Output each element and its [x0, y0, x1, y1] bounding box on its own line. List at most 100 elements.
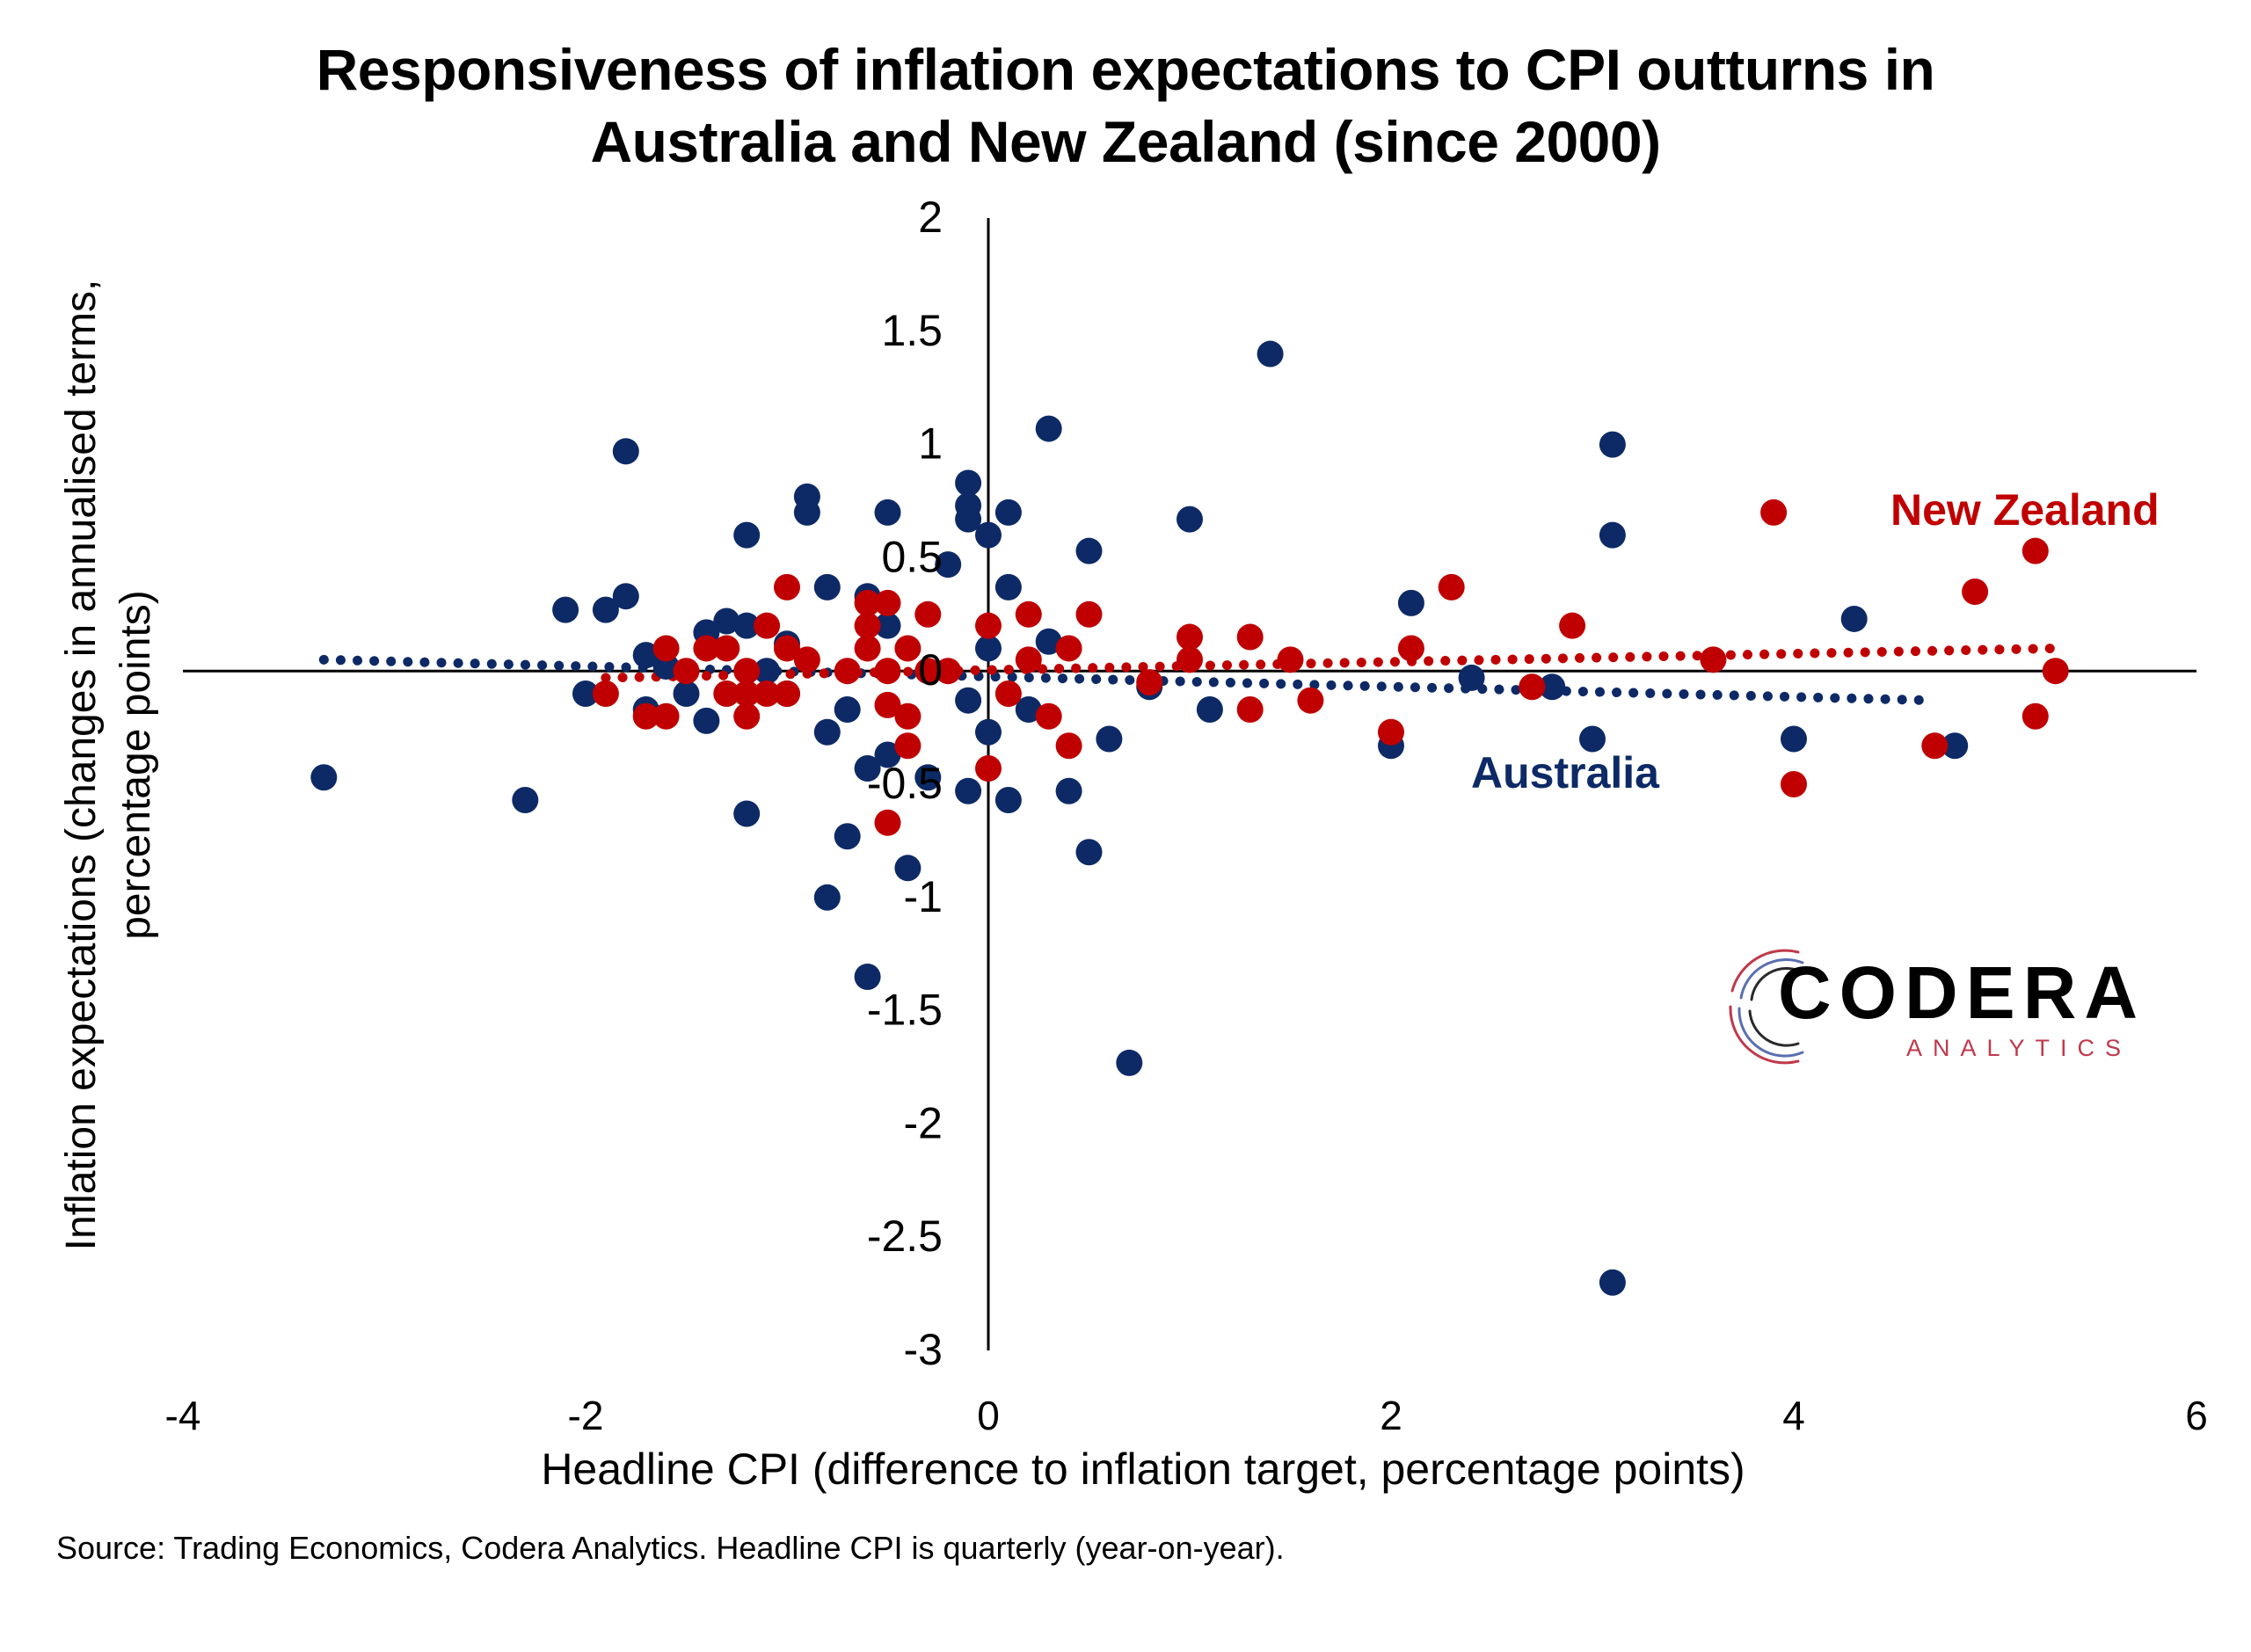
- point-australia: [935, 551, 962, 579]
- point-australia: [592, 596, 619, 623]
- point-new-zealand: [874, 589, 901, 616]
- point-australia: [1599, 521, 1626, 549]
- y-tick-label: 1.5: [881, 306, 943, 355]
- point-new-zealand: [914, 658, 942, 685]
- point-australia: [854, 754, 881, 782]
- point-new-zealand: [1236, 623, 1264, 651]
- x-axis-title: Headline CPI (difference to inflation ta…: [541, 1445, 1745, 1494]
- point-australia: [1257, 340, 1284, 368]
- point-australia: [994, 499, 1022, 526]
- point-new-zealand: [1962, 579, 1989, 606]
- point-new-zealand: [652, 702, 680, 730]
- annotation-australia: Australia: [1471, 748, 1660, 797]
- y-tick-label: -1.5: [867, 986, 943, 1035]
- point-australia: [1458, 664, 1485, 691]
- point-new-zealand: [1700, 646, 1727, 673]
- point-australia: [512, 787, 539, 814]
- x-tick-label: 4: [1782, 1393, 1805, 1438]
- point-australia: [612, 438, 639, 465]
- point-new-zealand: [1297, 687, 1324, 714]
- point-australia: [834, 823, 861, 850]
- point-australia: [975, 718, 1002, 746]
- point-new-zealand: [1277, 646, 1304, 673]
- point-australia: [733, 800, 761, 827]
- point-new-zealand: [652, 635, 680, 662]
- point-australia: [673, 680, 700, 707]
- trend-line-australia: [318, 654, 1940, 706]
- point-new-zealand: [2022, 537, 2049, 564]
- y-axis-title-line: Inflation expectations (changes in annua…: [58, 280, 105, 1251]
- logo-wordmark: CODERA: [1778, 951, 2146, 1034]
- point-new-zealand: [1760, 499, 1788, 526]
- y-axis-title-line: percentage points): [113, 590, 159, 940]
- point-new-zealand: [1035, 702, 1062, 730]
- point-australia: [994, 787, 1022, 814]
- x-tick-label: 2: [1380, 1393, 1402, 1438]
- point-australia: [994, 573, 1022, 600]
- y-tick-label: 1: [918, 419, 943, 469]
- y-tick-label: 0.5: [881, 532, 943, 581]
- point-new-zealand: [632, 702, 659, 730]
- point-australia: [1075, 839, 1103, 866]
- point-new-zealand: [994, 680, 1022, 707]
- point-australia: [652, 653, 680, 680]
- point-new-zealand: [1921, 732, 1949, 760]
- y-tick-label: 0: [918, 645, 943, 695]
- point-australia: [813, 718, 841, 746]
- y-tick-label: -0.5: [867, 759, 943, 808]
- point-australia: [1035, 628, 1062, 655]
- point-australia: [874, 612, 901, 639]
- point-new-zealand: [1781, 771, 1807, 797]
- point-new-zealand: [1136, 669, 1163, 696]
- point-australia: [552, 596, 579, 623]
- y-tick-label: -1: [904, 872, 943, 921]
- point-australia: [1397, 589, 1424, 616]
- point-new-zealand: [1015, 600, 1042, 628]
- point-australia: [754, 658, 781, 685]
- x-tick-label: -2: [568, 1393, 604, 1438]
- point-new-zealand: [713, 635, 740, 662]
- point-australia: [1579, 725, 1606, 753]
- point-australia: [1055, 777, 1082, 804]
- point-australia: [955, 777, 982, 804]
- point-australia: [310, 764, 338, 791]
- point-australia: [1599, 1269, 1626, 1296]
- point-australia: [1096, 725, 1123, 753]
- point-new-zealand: [713, 680, 740, 707]
- point-new-zealand: [1055, 635, 1082, 662]
- point-new-zealand: [673, 658, 700, 685]
- y-tick-label: -3: [904, 1325, 943, 1374]
- point-new-zealand: [854, 635, 881, 662]
- point-australia: [1176, 506, 1203, 533]
- point-australia: [1941, 732, 1969, 760]
- point-new-zealand: [1236, 695, 1264, 723]
- point-australia: [1015, 695, 1042, 723]
- point-new-zealand: [733, 658, 761, 685]
- y-axis-title: Inflation expectations (changes in annua…: [58, 280, 159, 1251]
- point-new-zealand: [854, 589, 881, 616]
- point-new-zealand: [733, 702, 761, 730]
- point-new-zealand: [733, 680, 761, 707]
- point-australia: [1539, 673, 1566, 701]
- point-australia: [854, 963, 881, 990]
- point-australia: [955, 469, 982, 497]
- point-australia: [693, 707, 720, 734]
- point-australia: [874, 741, 901, 768]
- point-new-zealand: [975, 754, 1002, 782]
- point-new-zealand: [1015, 646, 1042, 673]
- point-australia: [813, 573, 841, 600]
- point-australia: [1116, 1049, 1143, 1076]
- chart-title-line-1: Responsiveness of inflation expectations…: [316, 37, 1935, 102]
- point-new-zealand: [793, 646, 820, 673]
- point-australia: [813, 884, 841, 911]
- point-australia: [955, 506, 982, 533]
- point-new-zealand: [894, 635, 922, 662]
- point-australia: [955, 687, 982, 714]
- point-new-zealand: [874, 658, 901, 685]
- codera-logo: CODERA ANALYTICS: [1715, 936, 2138, 1077]
- x-tick-label: 6: [2185, 1393, 2208, 1438]
- point-new-zealand: [774, 680, 800, 707]
- point-australia: [975, 521, 1002, 549]
- logo-subtitle: ANALYTICS: [1906, 1035, 2132, 1061]
